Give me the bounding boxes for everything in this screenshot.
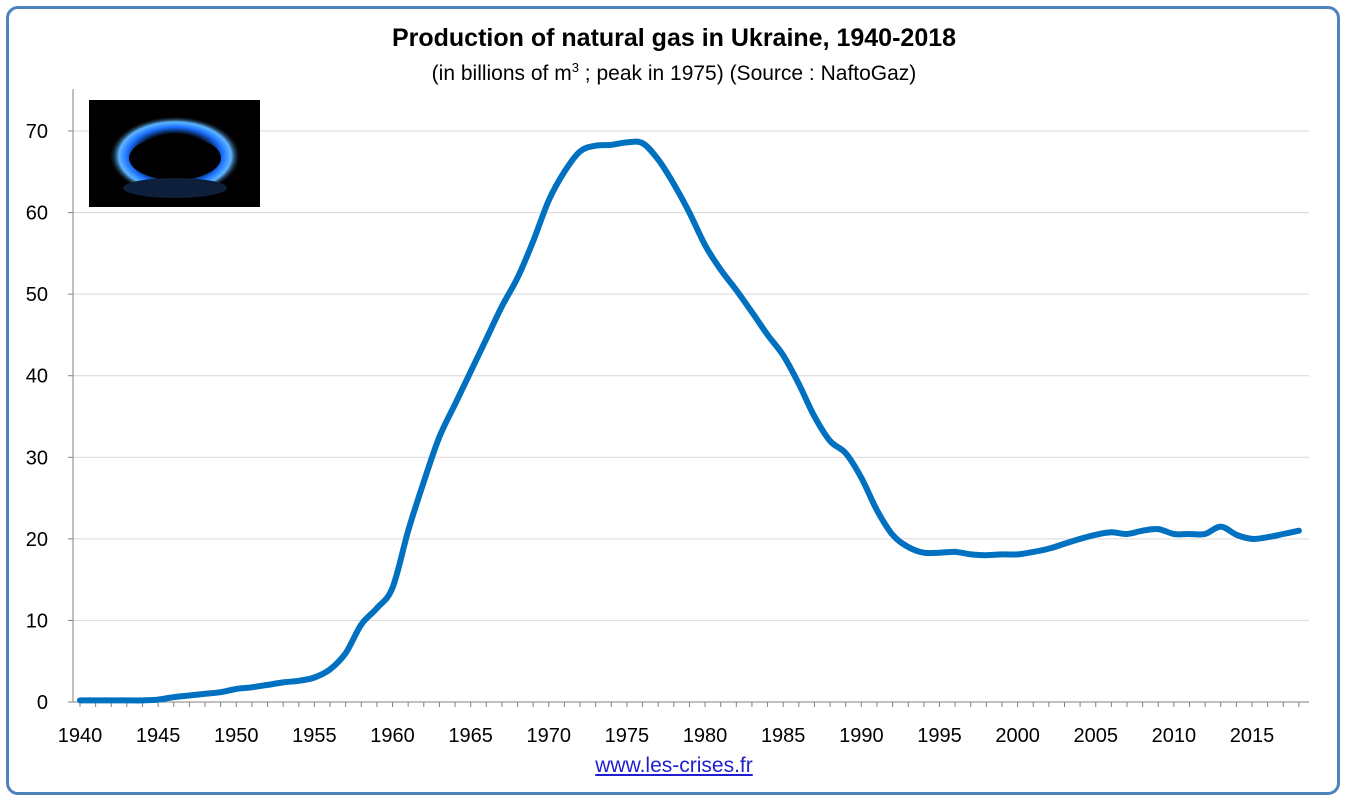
y-tick-label-50: 50 [26, 284, 48, 306]
y-tick-label-0: 0 [37, 692, 48, 714]
subtitle-text-end: ; peak in 1975) (Source : NaftoGaz) [578, 62, 917, 85]
series-line-0 [77, 138, 1302, 704]
y-tick-labels: 0 10 20 30 40 50 60 70 [26, 121, 48, 714]
y-tick-label-20: 20 [26, 529, 48, 551]
x-tick-label-1945: 1945 [136, 725, 181, 747]
x-tick-label-1940: 1940 [58, 725, 103, 747]
chart-subtitle: (in billions of m3 ; peak in 1975) (Sour… [0, 60, 1348, 86]
x-tick-label-1970: 1970 [527, 725, 572, 747]
chart-title: Production of natural gas in Ukraine, 19… [391, 24, 957, 52]
x-tick-label-1955: 1955 [292, 725, 337, 747]
x-tick-label-1980: 1980 [683, 725, 728, 747]
y-tick-label-60: 60 [26, 203, 48, 225]
y-tick-label-30: 30 [26, 447, 48, 469]
x-tick-label-1960: 1960 [370, 725, 415, 747]
x-tick-label-1990: 1990 [839, 725, 884, 747]
x-tick-label-2000: 2000 [995, 725, 1040, 747]
y-tick-label-10: 10 [26, 610, 48, 632]
x-tick-label-1965: 1965 [448, 725, 493, 747]
x-tick-label-1950: 1950 [214, 725, 259, 747]
subtitle-text-start: (in billions of m [431, 62, 572, 85]
series-layer [77, 138, 1302, 704]
gas-flame-image [89, 100, 260, 207]
x-tick-label-2005: 2005 [1073, 725, 1118, 747]
x-tick-label-1975: 1975 [605, 725, 650, 747]
x-tick-label-1995: 1995 [917, 725, 962, 747]
source-link[interactable]: www.les-crises.fr [595, 754, 753, 777]
x-tick-label-2015: 2015 [1230, 725, 1275, 747]
x-tick-labels: 1940 1945 1950 1955 1960 1965 1970 1975 1980 1985… [58, 725, 1275, 747]
y-tick-label-40: 40 [26, 366, 48, 388]
subtitle-superscript: 3 [571, 60, 579, 75]
x-tick-label-2010: 2010 [1152, 725, 1197, 747]
gas-burner-flame-icon [89, 100, 260, 207]
axes [68, 89, 1309, 707]
y-tick-label-70: 70 [26, 121, 48, 143]
x-tick-label-1985: 1985 [761, 725, 806, 747]
